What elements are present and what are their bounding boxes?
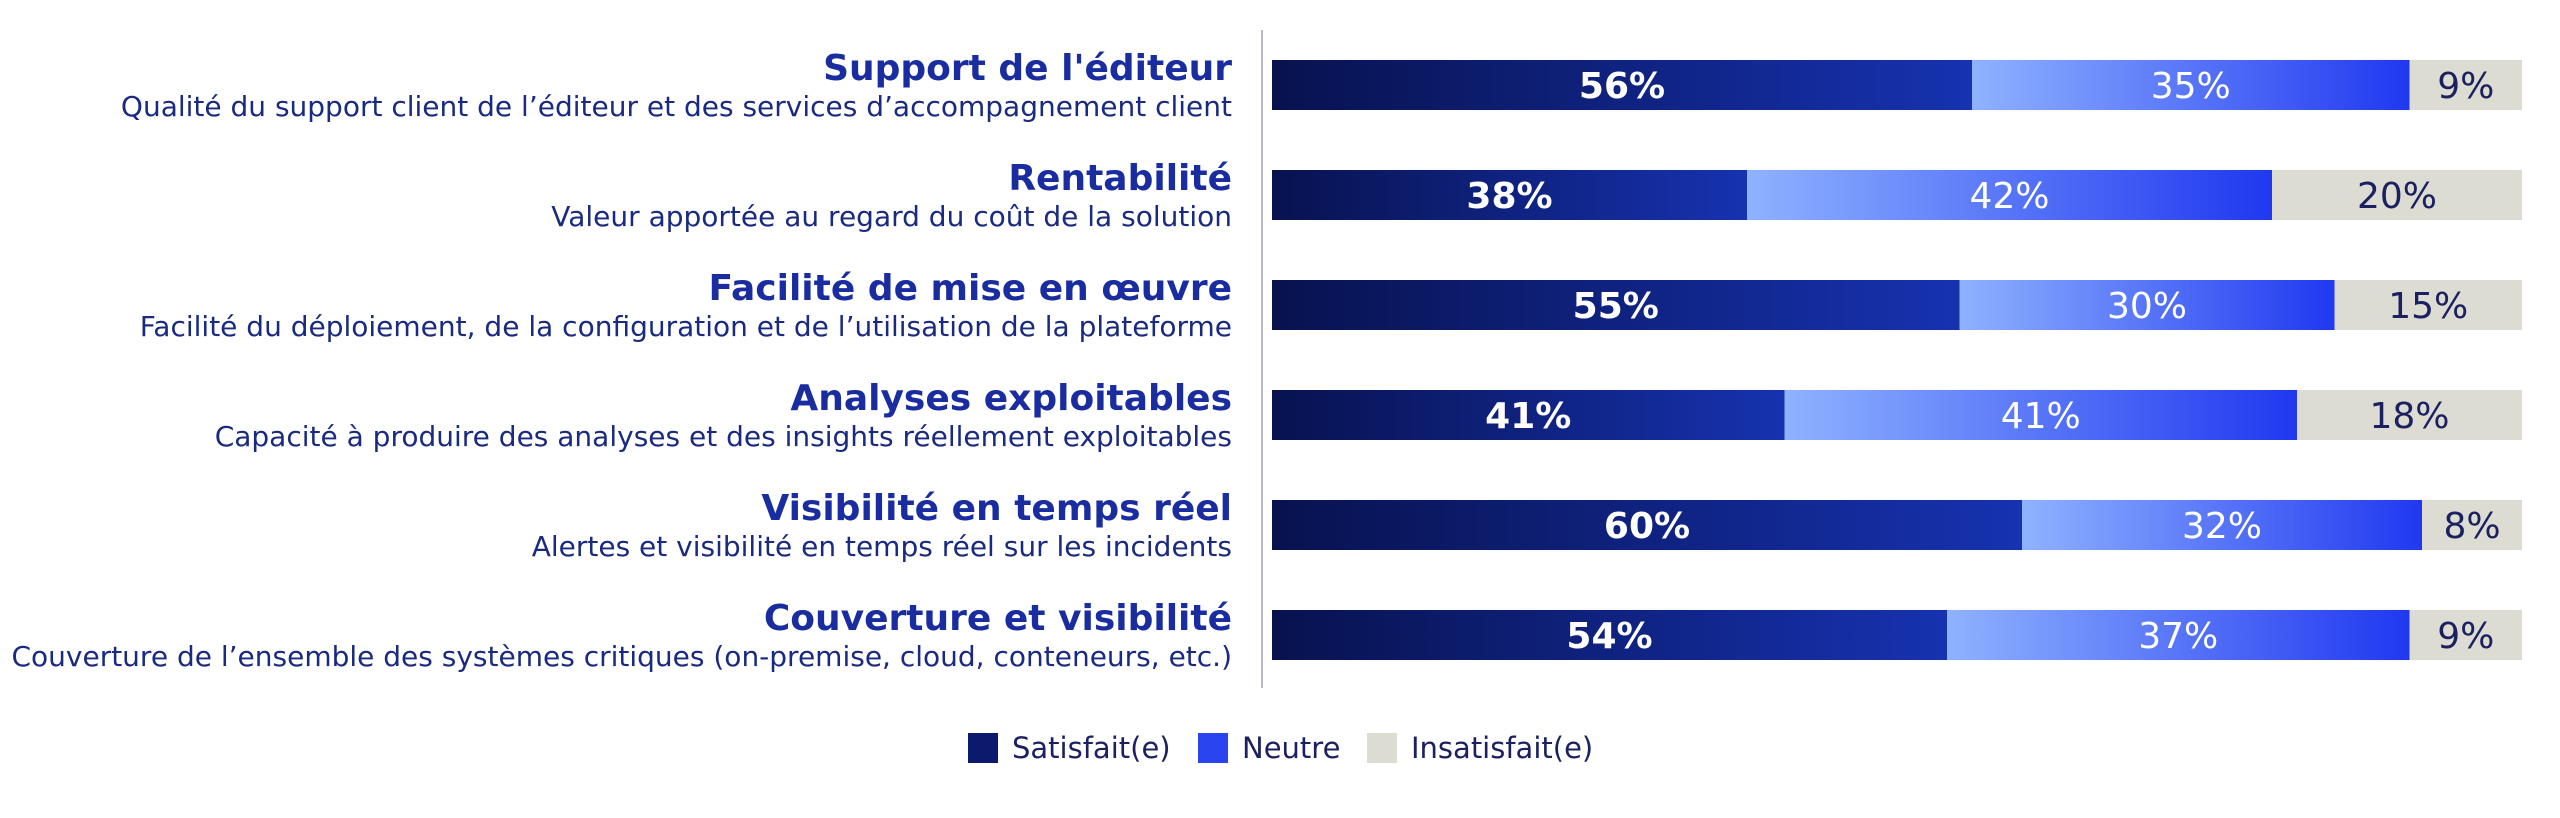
legend-swatch	[1367, 733, 1397, 763]
category-subtitle: Facilité du déploiement, de la configura…	[140, 310, 1232, 343]
bar-segment-insatisfait-e	[2334, 280, 2522, 330]
legend: Satisfait(e) Neutre Insatisfait(e)	[968, 731, 1593, 765]
bar-segment-satisfait-e	[1272, 610, 1947, 660]
data-label: 41%	[2001, 396, 2081, 437]
category-title: Support de l'éditeur	[823, 48, 1232, 89]
data-label: 37%	[2138, 616, 2218, 657]
data-label: 9%	[2437, 66, 2494, 107]
bar-segment-satisfait-e	[1272, 500, 2022, 550]
data-label: 32%	[2182, 506, 2262, 547]
category-title: Analyses exploitables	[790, 378, 1232, 419]
bar-segment-insatisfait-e	[2422, 500, 2522, 550]
legend-label: Satisfait(e)	[1012, 731, 1171, 765]
category-title: Visibilité en temps réel	[761, 488, 1232, 529]
bar-segment-neutre	[2022, 500, 2422, 550]
bar-segment-satisfait-e	[1272, 390, 1785, 440]
data-label: 42%	[1969, 176, 2049, 217]
bar-segment-neutre	[1947, 610, 2410, 660]
bar-segment-satisfait-e	[1272, 170, 1747, 220]
data-label: 8%	[2443, 506, 2500, 547]
category-title: Facilité de mise en œuvre	[709, 268, 1232, 309]
bar-segment-insatisfait-e	[2409, 60, 2522, 110]
category-subtitle: Qualité du support client de l’éditeur e…	[121, 90, 1232, 123]
category-title: Rentabilité	[1008, 158, 1232, 199]
data-label: 20%	[2357, 176, 2437, 217]
data-label: 9%	[2437, 616, 2494, 657]
bar-segment-neutre	[1784, 390, 2297, 440]
bar-segment-insatisfait-e	[2272, 170, 2522, 220]
data-label: 18%	[2369, 396, 2449, 437]
bars: 56% 35% 9% 38% 42% 20% 55% 30% 15% 41% 41% 18% 60% 32…	[1272, 60, 2522, 660]
legend-label: Neutre	[1242, 731, 1340, 765]
category-subtitle: Couverture de l’ensemble des systèmes cr…	[11, 640, 1232, 673]
data-label: 54%	[1566, 616, 1652, 657]
data-label: 38%	[1466, 176, 1552, 217]
bar-segment-insatisfait-e	[2409, 610, 2522, 660]
data-label: 15%	[2388, 286, 2468, 327]
data-label: 60%	[1604, 506, 1690, 547]
bar-segment-insatisfait-e	[2297, 390, 2522, 440]
data-label: 35%	[2151, 66, 2231, 107]
category-subtitle: Valeur apportée au regard du coût de la …	[551, 200, 1232, 233]
legend-swatch	[968, 733, 998, 763]
category-subtitle: Capacité à produire des analyses et des …	[215, 420, 1232, 453]
legend-swatch	[1198, 733, 1228, 763]
data-label: 55%	[1573, 286, 1659, 327]
category-subtitle: Alertes et visibilité en temps réel sur …	[532, 530, 1232, 563]
bar-segment-satisfait-e	[1272, 280, 1960, 330]
category-title: Couverture et visibilité	[764, 598, 1232, 639]
legend-label: Insatisfait(e)	[1411, 731, 1593, 765]
bar-segment-neutre	[1747, 170, 2272, 220]
data-label: 56%	[1579, 66, 1665, 107]
data-label: 41%	[1485, 396, 1571, 437]
data-label: 30%	[2107, 286, 2187, 327]
bar-segment-satisfait-e	[1272, 60, 1972, 110]
bar-segment-neutre	[1972, 60, 2410, 110]
bar-segment-neutre	[1959, 280, 2335, 330]
